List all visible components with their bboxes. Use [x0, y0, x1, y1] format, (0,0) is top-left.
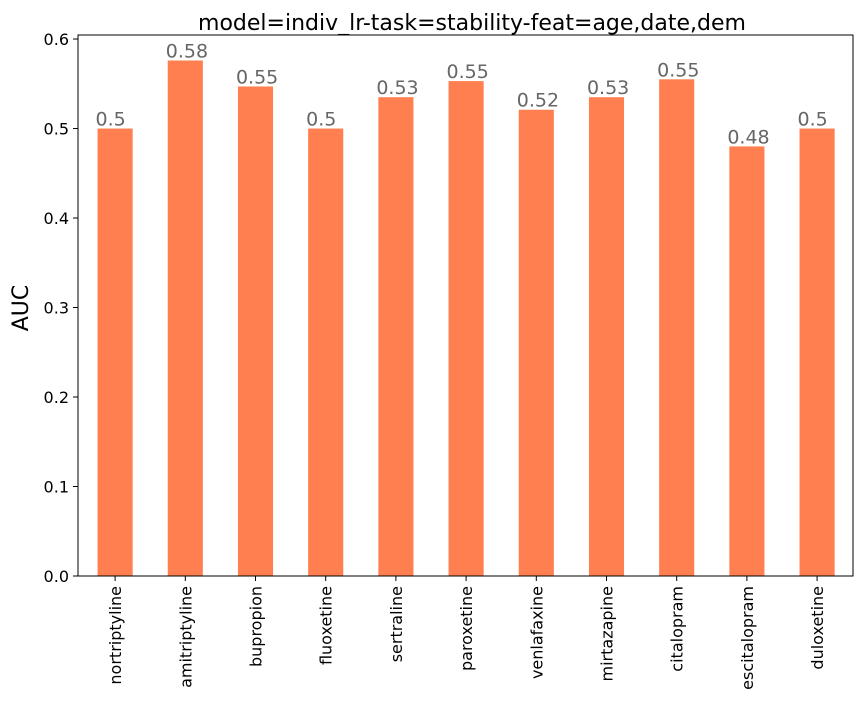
x-tick-label-duloxetine: duloxetine — [808, 586, 827, 670]
y-tick-label: 0.1 — [44, 478, 69, 497]
bar-duloxetine — [799, 128, 835, 576]
bar-sertraline — [378, 97, 414, 576]
y-tick-label: 0.2 — [44, 388, 69, 407]
x-tick-label-mirtazapine: mirtazapine — [597, 586, 616, 681]
y-axis-label: AUC — [9, 285, 34, 332]
chart-title: model=indiv_lr-task=stability-feat=age,d… — [198, 11, 746, 36]
y-tick-label: 0.0 — [44, 567, 69, 586]
x-tick-label-citalopram: citalopram — [668, 586, 687, 672]
bar-bupropion — [237, 86, 274, 576]
x-tick-label-fluoxetine: fluoxetine — [317, 586, 336, 665]
x-axis: nortriptyline amitriptyline bupropion fluox… — [106, 576, 827, 690]
data-label-sertraline: 0.53 — [376, 77, 418, 99]
x-tick-label-bupropion: bupropion — [246, 586, 265, 667]
data-label-escitalopram: 0.48 — [727, 126, 769, 148]
bar-escitalopram — [729, 146, 765, 577]
bars-group — [97, 60, 835, 577]
y-axis: 0.0 0.1 0.2 0.3 0.4 0.5 0.6 — [44, 30, 78, 586]
y-tick-label: 0.6 — [44, 30, 69, 49]
plot-frame — [77, 34, 854, 577]
x-tick-label-sertraline: sertraline — [387, 586, 406, 662]
data-labels-group: 0.5 0.58 0.55 0.5 0.53 0.55 0.52 0.53 0.55 0.48 0.… — [96, 41, 828, 149]
data-label-citalopram: 0.55 — [657, 59, 699, 81]
bar-nortriptyline — [97, 128, 133, 576]
data-label-venlafaxine: 0.52 — [517, 90, 559, 112]
x-tick-label-nortriptyline: nortriptyline — [106, 586, 125, 685]
data-label-bupropion: 0.55 — [236, 66, 278, 88]
data-label-amitriptyline: 0.58 — [166, 41, 208, 63]
data-label-paroxetine: 0.55 — [447, 61, 489, 83]
bar-venlafaxine — [518, 109, 554, 576]
x-tick-label-venlafaxine: venlafaxine — [527, 586, 546, 679]
bar-citalopram — [659, 79, 695, 577]
y-tick-label: 0.5 — [44, 120, 69, 139]
bar-fluoxetine — [308, 128, 344, 576]
x-tick-label-escitalopram: escitalopram — [738, 586, 757, 690]
data-label-duloxetine: 0.5 — [798, 109, 828, 131]
bar-paroxetine — [448, 81, 484, 577]
y-tick-label: 0.3 — [44, 299, 69, 318]
bar-amitriptyline — [167, 60, 203, 576]
x-tick-label-paroxetine: paroxetine — [457, 586, 476, 671]
data-label-mirtazapine: 0.53 — [587, 77, 629, 99]
data-label-fluoxetine: 0.5 — [306, 109, 336, 131]
data-label-nortriptyline: 0.5 — [96, 109, 126, 131]
x-tick-label-amitriptyline: amitriptyline — [176, 586, 195, 688]
bar-mirtazapine — [588, 97, 625, 576]
y-tick-label: 0.4 — [44, 209, 69, 228]
